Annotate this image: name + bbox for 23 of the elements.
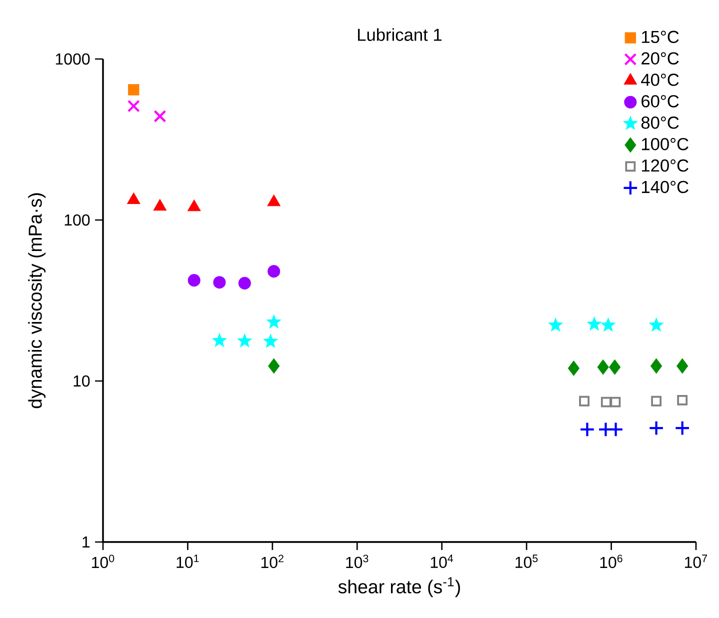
- x-tick-label: 10$^{0}$: [92, 554, 114, 568]
- x-tick-label: 10$^{3}$: [346, 554, 368, 568]
- legend-label: 80°C: [641, 116, 679, 129]
- x-axis-title: shear rate (s$^{-1}$): [338, 577, 460, 598]
- x-tick-label: 10$^{2}$: [261, 554, 284, 568]
- x-tick-label: 10$^{7}$: [685, 554, 707, 568]
- legend-label: 40°C: [641, 74, 679, 86]
- y-tick-label: 10: [74, 375, 90, 387]
- x-tick-label: 10$^{4}$: [430, 554, 454, 568]
- legend-label: 60°C: [642, 95, 679, 108]
- legend-label: 20°C: [642, 52, 679, 64]
- x-tick-label: 10$^{5}$: [516, 554, 538, 568]
- legend-label: 15°C: [642, 30, 679, 44]
- legend-label: 140°C: [642, 180, 688, 194]
- x-tick-label: 10$^{1}$: [176, 554, 199, 568]
- y-tick-label: 1: [82, 536, 90, 548]
- legend-label: 120°C: [642, 159, 688, 172]
- x-tick-label: 10$^{6}$: [600, 554, 622, 568]
- chart-title: Lubricant 1: [358, 28, 442, 41]
- y-axis-title: dynamic viscosity (mPa·s): [28, 193, 46, 408]
- y-tick-label: 1000: [56, 53, 90, 65]
- legend-label: 100°C: [642, 138, 688, 150]
- y-tick-label: 100: [64, 214, 90, 226]
